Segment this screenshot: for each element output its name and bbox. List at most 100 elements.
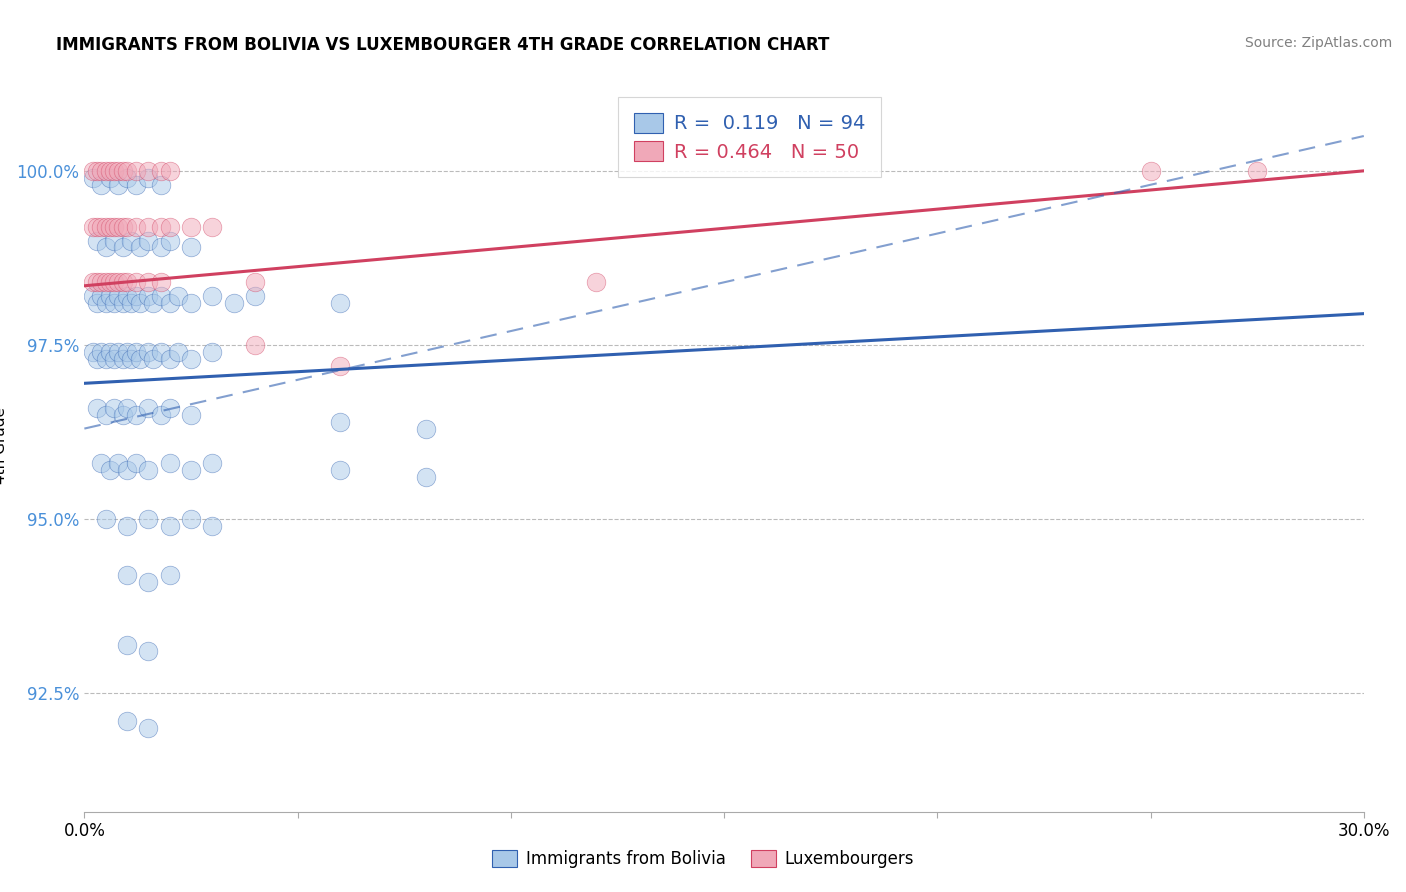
Point: [90, 178, 112, 192]
Point: [1139, 164, 1161, 178]
Text: Source: ZipAtlas.com: Source: ZipAtlas.com: [1244, 36, 1392, 50]
Point: [94, 219, 117, 234]
Point: [1246, 164, 1268, 178]
Point: [243, 289, 266, 303]
Point: [115, 714, 138, 728]
Point: [138, 512, 160, 526]
Point: [115, 275, 138, 289]
Point: [124, 408, 146, 422]
Point: [128, 296, 150, 310]
Legend: R =  0.119   N = 94, R = 0.464   N = 50: R = 0.119 N = 94, R = 0.464 N = 50: [619, 97, 882, 178]
Point: [159, 519, 181, 533]
Point: [94, 408, 117, 422]
Point: [107, 289, 129, 303]
Point: [180, 512, 202, 526]
Point: [107, 219, 129, 234]
Point: [142, 351, 165, 366]
Point: [138, 721, 160, 735]
Point: [201, 519, 224, 533]
Point: [98, 463, 121, 477]
Point: [167, 345, 190, 359]
Point: [103, 401, 125, 415]
Point: [124, 164, 146, 178]
Point: [115, 289, 138, 303]
Point: [98, 170, 121, 185]
Point: [124, 178, 146, 192]
Point: [115, 219, 138, 234]
Point: [128, 240, 150, 254]
Point: [98, 219, 121, 234]
Point: [150, 345, 173, 359]
Point: [98, 345, 121, 359]
Point: [142, 296, 165, 310]
Point: [90, 457, 112, 471]
Point: [124, 457, 146, 471]
Point: [138, 164, 160, 178]
Point: [150, 408, 173, 422]
Point: [107, 178, 129, 192]
Point: [138, 289, 160, 303]
Point: [82, 289, 104, 303]
Point: [103, 219, 125, 234]
Point: [150, 240, 173, 254]
Point: [150, 275, 173, 289]
Point: [111, 275, 134, 289]
Point: [124, 219, 146, 234]
Point: [115, 638, 138, 652]
Point: [111, 351, 134, 366]
Point: [138, 345, 160, 359]
Point: [124, 289, 146, 303]
Point: [98, 289, 121, 303]
Point: [98, 164, 121, 178]
Point: [180, 463, 202, 477]
Point: [167, 289, 190, 303]
Point: [243, 338, 266, 352]
Point: [115, 345, 138, 359]
Point: [82, 345, 104, 359]
Point: [150, 219, 173, 234]
Point: [138, 574, 160, 589]
Point: [90, 219, 112, 234]
Point: [180, 219, 202, 234]
Point: [103, 275, 125, 289]
Point: [107, 457, 129, 471]
Point: [201, 457, 224, 471]
Point: [159, 351, 181, 366]
Point: [90, 164, 112, 178]
Point: [90, 275, 112, 289]
Point: [111, 408, 134, 422]
Point: [180, 240, 202, 254]
Point: [138, 463, 160, 477]
Point: [180, 296, 202, 310]
Point: [138, 170, 160, 185]
Point: [86, 164, 108, 178]
Point: [115, 519, 138, 533]
Point: [159, 219, 181, 234]
Point: [111, 164, 134, 178]
Point: [115, 463, 138, 477]
Point: [124, 275, 146, 289]
Point: [329, 415, 352, 429]
Y-axis label: 4th Grade: 4th Grade: [0, 408, 8, 484]
Point: [159, 457, 181, 471]
Point: [111, 240, 134, 254]
Point: [150, 289, 173, 303]
Point: [90, 345, 112, 359]
Point: [120, 234, 142, 248]
Point: [585, 275, 607, 289]
Point: [107, 164, 129, 178]
Point: [94, 240, 117, 254]
Point: [159, 567, 181, 582]
Point: [94, 164, 117, 178]
Point: [82, 164, 104, 178]
Point: [180, 351, 202, 366]
Point: [201, 345, 224, 359]
Point: [103, 234, 125, 248]
Point: [103, 296, 125, 310]
Point: [243, 275, 266, 289]
Point: [86, 275, 108, 289]
Point: [128, 351, 150, 366]
Point: [115, 164, 138, 178]
Point: [115, 567, 138, 582]
Point: [124, 345, 146, 359]
